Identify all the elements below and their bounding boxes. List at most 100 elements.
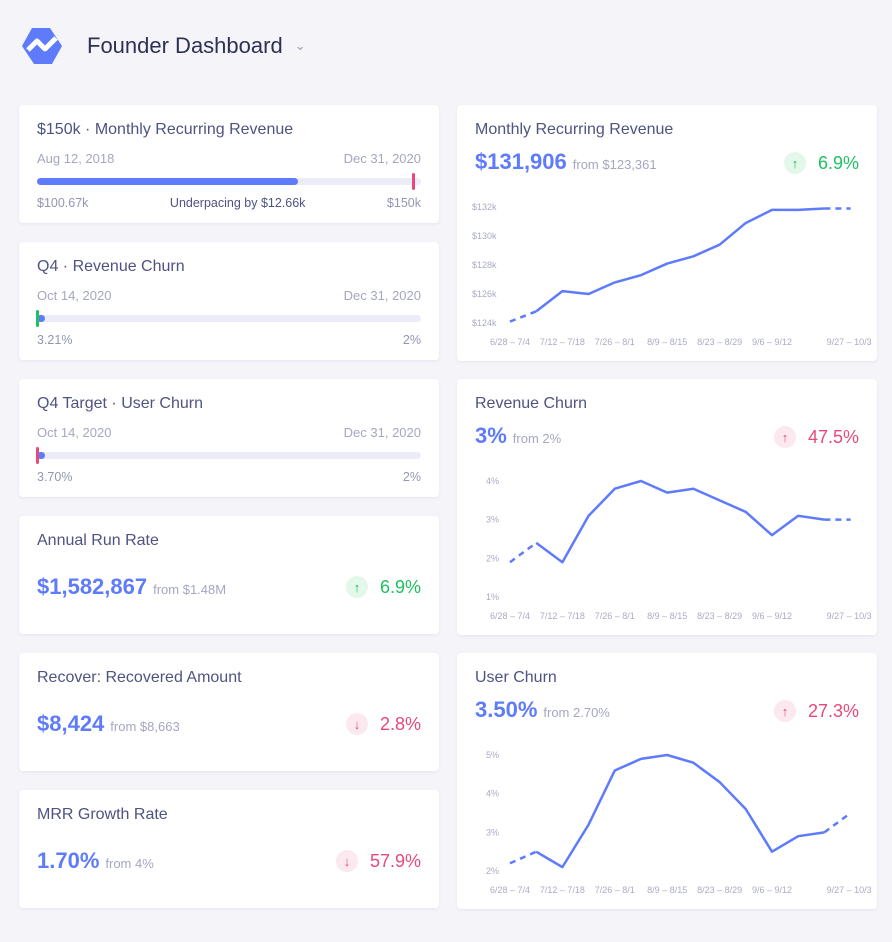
metric-value-row: $131,906 from $123,361 [475, 149, 657, 175]
change-indicator: ↓ 2.8% [345, 713, 421, 735]
series-line [535, 479, 825, 564]
target-value: 2% [402, 470, 421, 484]
card-title: MRR Growth Rate [37, 806, 168, 823]
metric-card[interactable]: Recover: Recovered Amount $8,424 from $8,… [19, 653, 439, 771]
y-tick-label: 2% [486, 866, 499, 876]
metric-value-row: $8,424 from $8,663 [37, 711, 180, 737]
progress-bar [36, 447, 421, 464]
end-date: Dec 31, 2020 [343, 288, 421, 303]
arrow-up-icon: ↑ [345, 576, 368, 598]
card-title: Recover: Recovered Amount [37, 669, 242, 686]
card-title: Annual Run Rate [37, 532, 159, 549]
metric-value: 1.70% [37, 848, 100, 873]
x-tick-label: 7/26 – 8/1 [595, 337, 635, 347]
x-tick-label: 8/9 – 8/15 [647, 611, 687, 621]
y-tick-label: $124k [472, 318, 497, 328]
chart-card[interactable]: Revenue Churn 3% from 2% ↑ 47.5% 1% 2% 3% 4% 6/… [457, 379, 877, 635]
line-chart: 2% 3% 4% 5% 6/28 – 7/4 7/12 – 7/18 7/26 – 8/1 8… [486, 750, 872, 895]
x-tick-label: 7/26 – 8/1 [595, 885, 635, 895]
card-title: $150k · Monthly Recurring Revenue [37, 121, 294, 138]
metric-value: $1,582,867 [37, 574, 148, 599]
chevron-down-icon[interactable]: ⌄ [294, 38, 306, 53]
progress-card[interactable]: Q4 · Revenue Churn Oct 14, 2020 Dec 31, 2… [19, 242, 439, 360]
x-tick-label: 8/23 – 8/29 [697, 885, 742, 895]
y-tick-label: 3% [486, 515, 499, 525]
arrow-up-icon: ↑ [773, 700, 796, 722]
start-date: Aug 12, 2018 [37, 151, 115, 166]
progress-bar [36, 310, 421, 327]
x-tick-label: 6/28 – 7/4 [490, 885, 530, 895]
progress-fill [37, 452, 45, 459]
x-tick-label: 7/26 – 8/1 [595, 611, 635, 621]
previous-value: from $123,361 [572, 157, 657, 172]
change-percent: 27.3% [807, 700, 859, 721]
series-line-dashed-start [509, 850, 537, 865]
target-value: 2% [402, 333, 421, 347]
x-tick-label: 7/12 – 7/18 [540, 337, 585, 347]
y-tick-label: $132k [472, 202, 497, 212]
x-tick-label: 9/6 – 9/12 [752, 337, 792, 347]
x-tick-label: 9/27 – 10/3 [827, 611, 872, 621]
previous-value: from $8,663 [110, 719, 180, 734]
y-tick-label: 3% [486, 827, 499, 837]
target-marker [412, 173, 416, 190]
start-value: $100.67k [37, 196, 89, 210]
change-indicator: ↑ 47.5% [773, 426, 859, 448]
change-percent: 2.8% [379, 713, 421, 734]
target-marker [36, 310, 39, 327]
x-tick-label: 8/23 – 8/29 [697, 337, 742, 347]
progress-bar [37, 173, 421, 190]
metric-value: 3.50% [475, 697, 538, 722]
y-tick-label: $130k [472, 231, 497, 241]
change-indicator: ↑ 6.9% [783, 152, 859, 174]
pacing-status: Underpacing by $12.66k [169, 196, 306, 210]
metric-card[interactable]: MRR Growth Rate 1.70% from 4% ↓ 57.9% [19, 790, 439, 908]
y-tick-label: 2% [486, 553, 499, 563]
metric-card[interactable]: Annual Run Rate $1,582,867 from $1.48M ↑ 6… [19, 516, 439, 634]
x-tick-label: 7/12 – 7/18 [540, 885, 585, 895]
change-percent: 47.5% [807, 426, 859, 447]
y-tick-label: 4% [486, 476, 499, 486]
progress-fill [37, 315, 45, 322]
y-tick-label: 5% [486, 750, 499, 760]
chart-title: User Churn [475, 669, 557, 686]
arrow-down-icon: ↓ [345, 713, 368, 735]
change-percent: 57.9% [369, 850, 421, 871]
start-date: Oct 14, 2020 [37, 288, 112, 303]
x-tick-label: 7/12 – 7/18 [540, 611, 585, 621]
series-line-dashed-start [509, 541, 537, 564]
previous-value: from 2% [512, 431, 562, 446]
metric-value-row: 3.50% from 2.70% [475, 697, 610, 723]
chart-title: Revenue Churn [475, 395, 588, 412]
previous-value: from 2.70% [543, 705, 610, 720]
line-chart: 1% 2% 3% 4% 6/28 – 7/4 7/12 – 7/18 7/26 – 8/1 8… [486, 476, 872, 621]
x-tick-label: 8/9 – 8/15 [647, 885, 687, 895]
chart-title: Monthly Recurring Revenue [475, 121, 674, 138]
x-tick-label: 6/28 – 7/4 [490, 337, 530, 347]
target-value: $150k [386, 196, 421, 210]
logo-icon[interactable] [20, 26, 64, 66]
y-tick-label: $126k [472, 289, 497, 299]
x-tick-label: 9/27 – 10/3 [827, 885, 872, 895]
series-line-dashed-start [509, 310, 537, 323]
header: Founder Dashboard ⌄ [20, 26, 306, 66]
end-date: Dec 31, 2020 [343, 151, 421, 166]
start-value: 3.70% [37, 470, 73, 484]
chart-card[interactable]: User Churn 3.50% from 2.70% ↑ 27.3% 2% 3% 4% 5… [457, 653, 877, 909]
progress-card[interactable]: $150k · Monthly Recurring Revenue Aug 12… [19, 105, 439, 223]
previous-value: from $1.48M [153, 582, 227, 597]
series-line [535, 753, 825, 869]
change-percent: 6.9% [817, 152, 859, 173]
series-line-dashed-end [823, 811, 852, 834]
x-tick-label: 9/6 – 9/12 [752, 611, 792, 621]
change-indicator: ↓ 57.9% [335, 850, 421, 872]
arrow-up-icon: ↑ [773, 426, 796, 448]
previous-value: from 4% [105, 856, 154, 871]
arrow-down-icon: ↓ [335, 850, 358, 872]
metric-value: $8,424 [37, 711, 105, 736]
end-date: Dec 31, 2020 [343, 425, 421, 440]
page-title: Founder Dashboard [87, 33, 283, 58]
chart-card[interactable]: Monthly Recurring Revenue $131,906 from $… [457, 105, 877, 361]
progress-card[interactable]: Q4 Target · User Churn Oct 14, 2020 Dec 3… [19, 379, 439, 497]
x-tick-label: 8/23 – 8/29 [697, 611, 742, 621]
